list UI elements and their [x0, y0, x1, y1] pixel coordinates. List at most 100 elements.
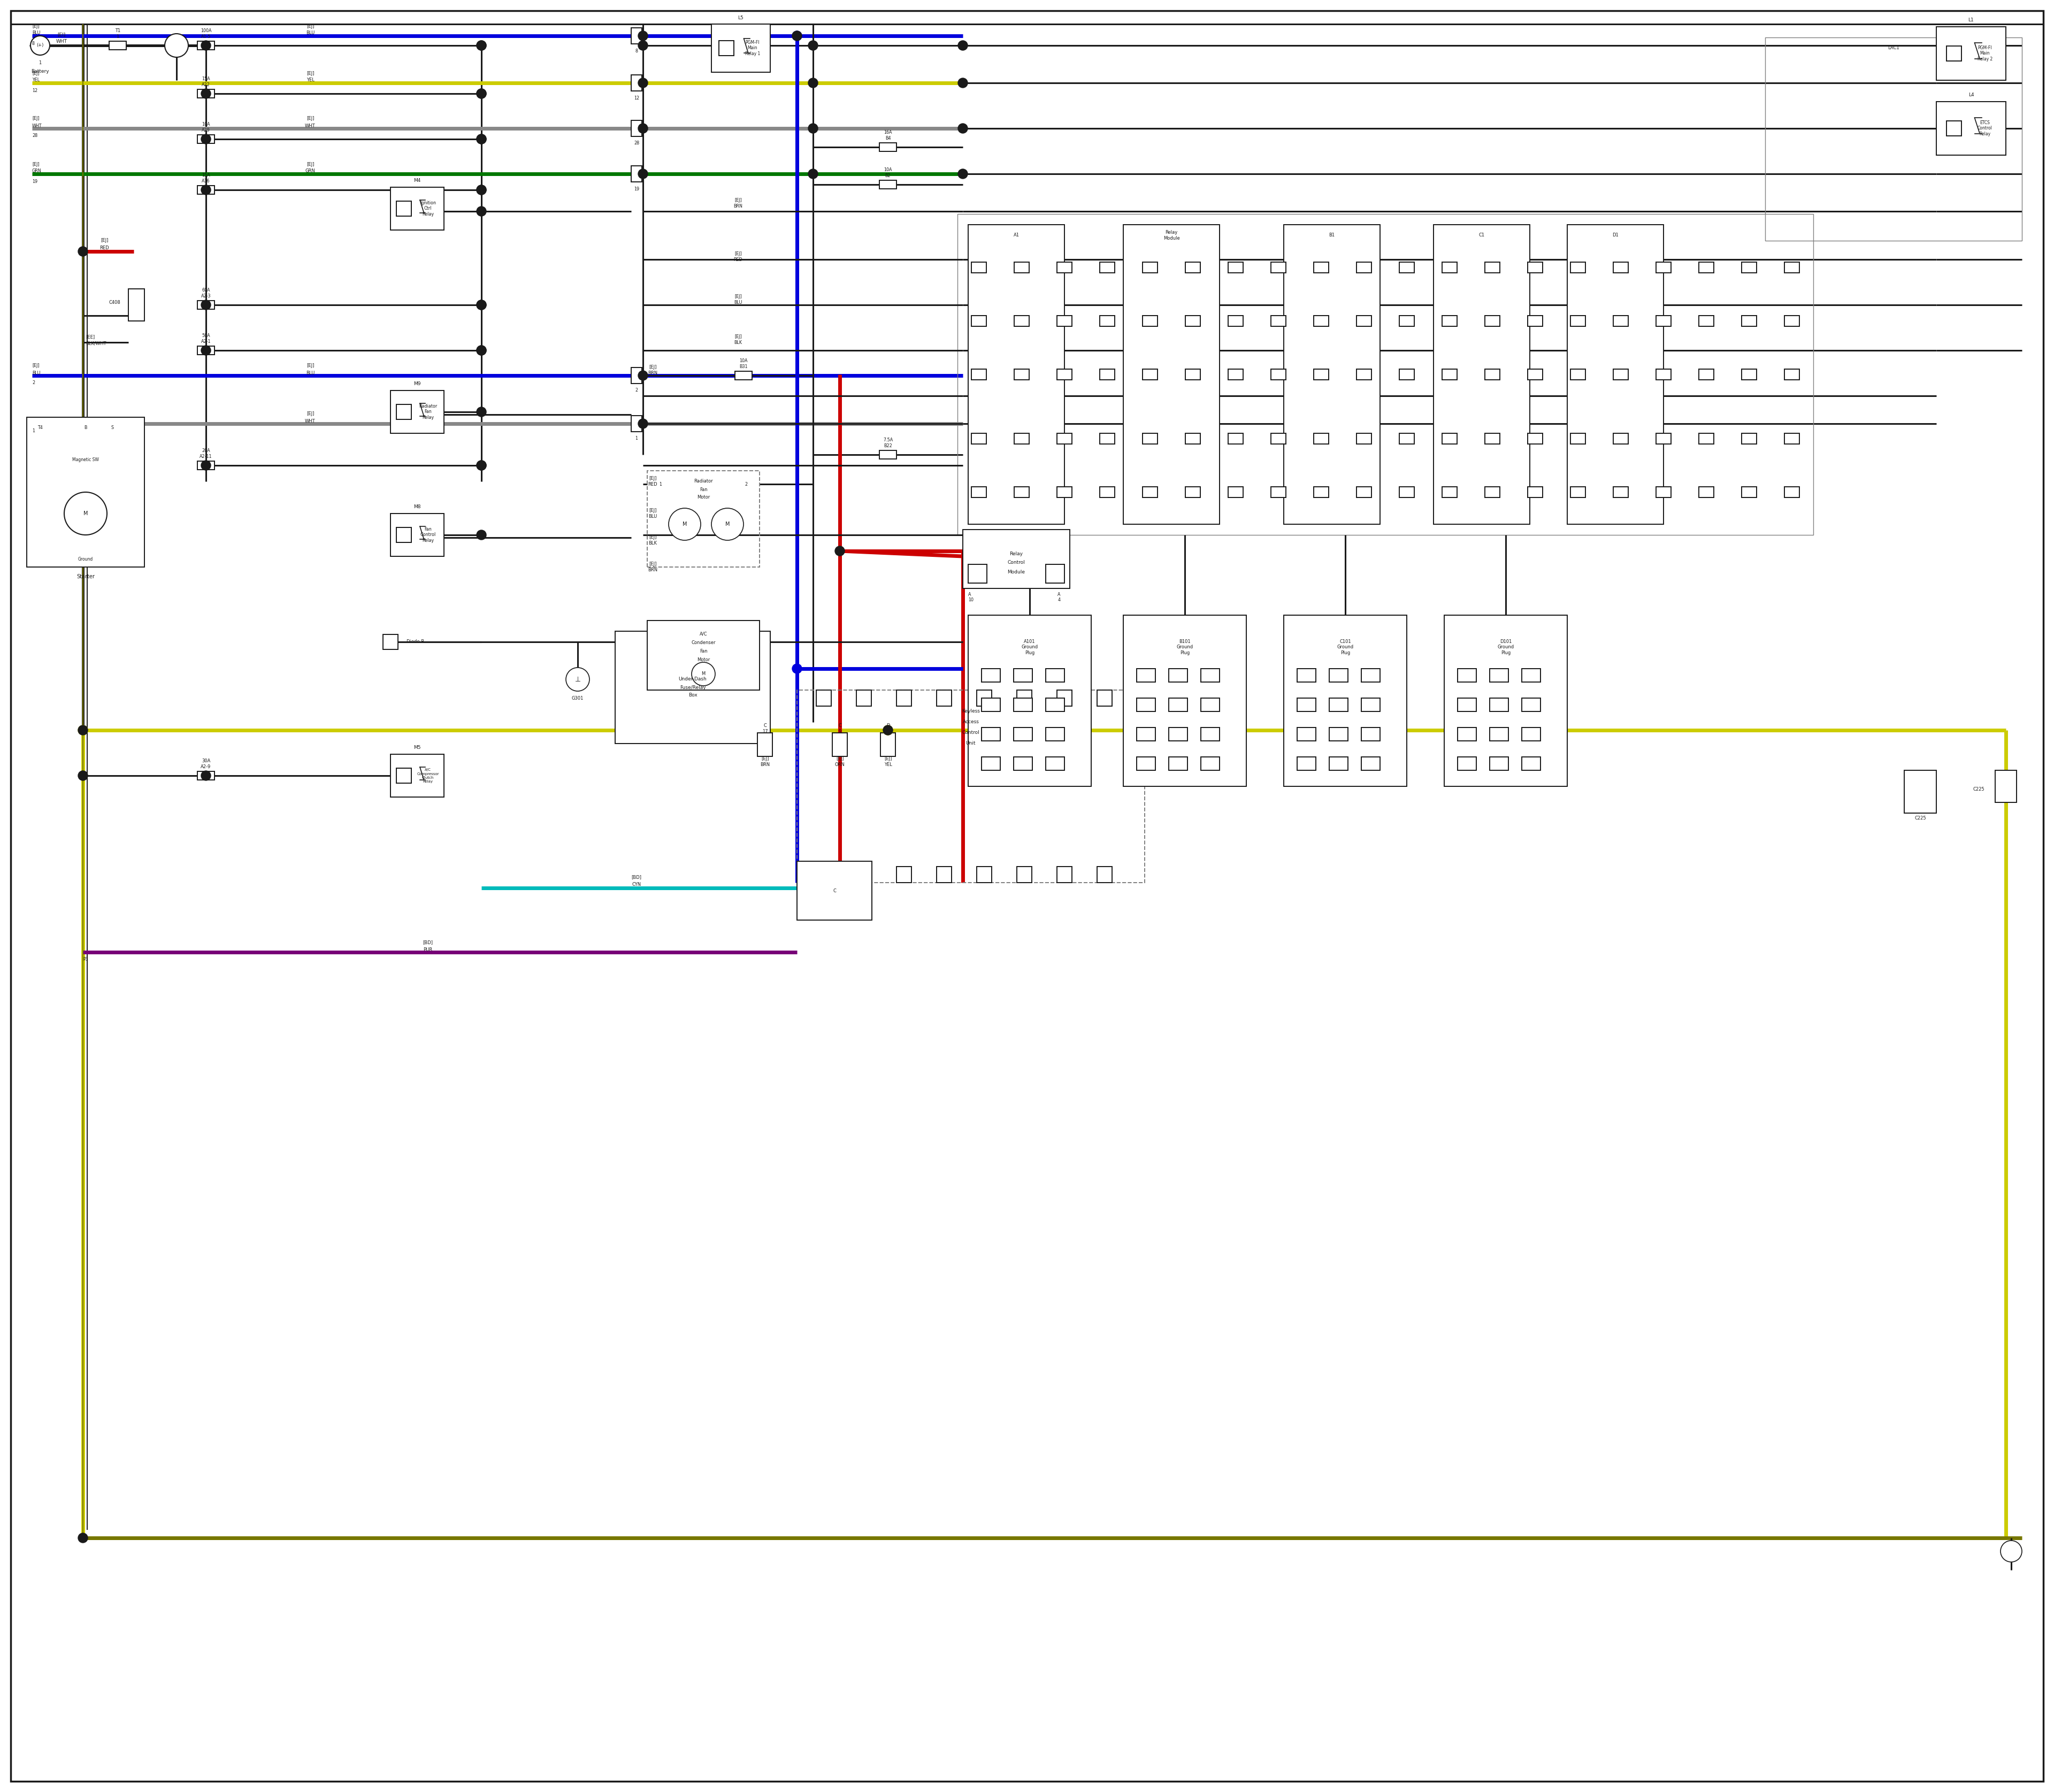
Text: [EJ]: [EJ] [306, 116, 314, 122]
Bar [1612, 315, 1629, 326]
Text: P3: P3 [82, 957, 88, 962]
Bar [396, 769, 411, 783]
Text: 1: 1 [39, 61, 41, 65]
Text: [EJ]: [EJ] [33, 161, 39, 167]
Bar [967, 615, 1091, 787]
Bar [631, 75, 641, 91]
Bar [972, 487, 986, 498]
Text: 50A
A2-1: 50A A2-1 [201, 333, 212, 344]
Bar [1458, 728, 1477, 740]
Circle shape [836, 547, 844, 556]
Text: Starter: Starter [76, 573, 94, 579]
Text: 10A
B31: 10A B31 [739, 358, 748, 369]
Bar [1571, 369, 1586, 380]
Text: GRN: GRN [306, 168, 314, 174]
Bar [1099, 434, 1115, 444]
Text: M: M [84, 511, 88, 516]
Text: Magnetic SW: Magnetic SW [72, 457, 99, 462]
Bar [1284, 615, 1407, 787]
Bar [832, 733, 846, 756]
Bar [1045, 756, 1064, 771]
Circle shape [477, 134, 487, 143]
Text: Under-Dash: Under-Dash [678, 677, 707, 681]
Bar [735, 371, 752, 380]
Text: A/C
Compressor
Clutch
Relay: A/C Compressor Clutch Relay [417, 769, 440, 783]
Bar [647, 471, 760, 566]
Bar [1356, 315, 1372, 326]
Circle shape [78, 726, 88, 735]
Circle shape [201, 185, 212, 195]
Bar [1937, 102, 2007, 156]
Bar [1522, 756, 1540, 771]
Bar [1571, 315, 1586, 326]
Bar [1228, 262, 1243, 272]
Circle shape [793, 30, 801, 41]
Bar [390, 754, 444, 797]
Bar [972, 434, 986, 444]
Circle shape [807, 124, 817, 133]
Bar [1571, 434, 1586, 444]
Text: [EJ]
BLU: [EJ] BLU [649, 509, 657, 518]
Text: C225: C225 [1974, 787, 1984, 792]
Text: Ignition
Ctrl
Relay: Ignition Ctrl Relay [419, 201, 435, 217]
Bar [1742, 434, 1756, 444]
Circle shape [957, 41, 967, 50]
Bar [1656, 434, 1672, 444]
Bar [1142, 262, 1158, 272]
Text: [EJ]
BRN: [EJ] BRN [733, 199, 744, 208]
Text: 16A
B4: 16A B4 [883, 131, 891, 140]
Text: WHT: WHT [304, 419, 316, 423]
Bar [978, 690, 992, 706]
Bar [1202, 699, 1220, 711]
Circle shape [807, 79, 817, 88]
Bar [1947, 47, 1962, 61]
Text: L4: L4 [1968, 93, 1974, 97]
Bar [1202, 756, 1220, 771]
Bar [1399, 315, 1415, 326]
Bar [1785, 262, 1799, 272]
Text: 1: 1 [659, 482, 661, 486]
Text: Radiator: Radiator [694, 478, 713, 484]
Bar [1185, 369, 1200, 380]
Bar [1097, 867, 1111, 883]
Text: [BD]: [BD] [631, 874, 641, 880]
Circle shape [477, 134, 487, 143]
Text: BLK/WHT: BLK/WHT [86, 340, 107, 346]
Bar [1785, 434, 1799, 444]
Text: Ground: Ground [78, 557, 92, 561]
Bar [937, 867, 951, 883]
Bar [1699, 262, 1713, 272]
Bar [982, 699, 1000, 711]
Bar [1015, 369, 1029, 380]
Bar [396, 527, 411, 543]
Bar [1785, 487, 1799, 498]
Bar [390, 186, 444, 229]
Bar [1485, 487, 1499, 498]
Text: G301: G301 [571, 695, 583, 701]
Text: 10A
A29: 10A A29 [201, 122, 210, 133]
Bar [1185, 262, 1200, 272]
Circle shape [692, 663, 715, 686]
Bar [1315, 369, 1329, 380]
Circle shape [639, 79, 647, 88]
Circle shape [639, 124, 647, 133]
Bar [881, 733, 896, 756]
Circle shape [78, 771, 88, 781]
Circle shape [164, 34, 189, 57]
Text: 2: 2 [746, 482, 748, 486]
Text: CYN: CYN [633, 882, 641, 887]
Bar [1169, 756, 1187, 771]
Text: 20A
A2-11: 20A A2-11 [199, 448, 212, 459]
Circle shape [957, 79, 967, 88]
Bar [1185, 315, 1200, 326]
Text: 15A
A22: 15A A22 [201, 77, 210, 88]
Text: A/C: A/C [700, 631, 707, 636]
Circle shape [201, 346, 212, 355]
Bar [27, 418, 144, 566]
Bar [1947, 120, 1962, 136]
Text: L5: L5 [737, 16, 744, 20]
Bar [1399, 262, 1415, 272]
Text: Diode B: Diode B [407, 640, 425, 645]
Circle shape [957, 124, 967, 133]
Bar [1699, 434, 1713, 444]
